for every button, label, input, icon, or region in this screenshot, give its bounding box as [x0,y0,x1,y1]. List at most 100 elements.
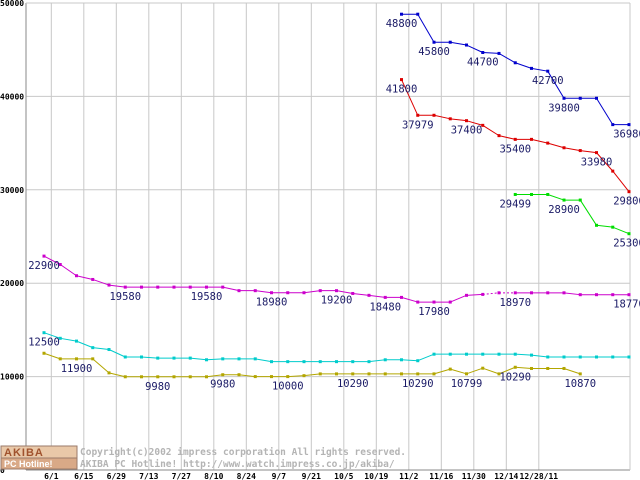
series-3-point [448,300,452,304]
series-3-point [383,295,387,299]
series-5-point [481,366,485,370]
series-3-point [351,291,355,295]
series-0-segment [498,53,516,64]
series-5-segment [498,366,516,375]
series-5-segment [450,368,467,375]
series-5-point [221,373,225,377]
series-4-segment [141,356,158,359]
series-5-point [123,375,127,379]
series-3-segment [401,296,418,303]
x-tick-label: 6/1 [44,472,59,480]
series-5-point [172,375,176,379]
series-3-segment [43,255,61,265]
data-label: 25300 [613,238,640,250]
series-3-point [546,291,550,295]
series-3-point [221,285,225,289]
series-3-segment [336,290,353,294]
series-4-segment [515,353,532,356]
series-4-segment [531,354,548,358]
series-1-segment [433,114,451,120]
series-5-segment [206,374,223,378]
series-2-point [546,192,550,196]
series-3-point [465,293,468,297]
series-3-point [188,285,192,289]
series-3-point [140,285,143,289]
x-tick-label: 9/21 [302,472,321,480]
series-4-point [42,331,46,335]
series-4-point [432,352,436,356]
series-3-point [497,291,501,295]
series-0-segment [450,41,467,46]
data-label: 29499 [499,198,531,210]
series-4-point [335,360,338,364]
data-label: 9980 [145,381,170,393]
grid-lines [26,2,630,471]
series-0-point [448,40,452,44]
series-3-point [318,289,322,293]
series-4-point [351,360,355,364]
series-5-segment [43,352,61,360]
series-4-point [481,352,485,356]
x-tick-label: 12/28/11 [520,472,559,480]
series-0-point [497,51,501,55]
series-5-point [205,375,208,379]
series-4-segment [76,340,93,349]
series-3-point [123,285,127,289]
series-3-point [75,274,78,278]
x-tick-label: 12/14 [494,472,518,480]
series-3-segment [76,275,93,280]
x-tick-label: 11/2 [399,472,418,480]
series-4-point [140,355,143,359]
series-4-point [530,353,533,357]
series-3-point [58,263,62,267]
series-4-point [318,360,322,364]
series-1-point [562,146,566,150]
series-1-point [448,117,452,121]
series-4-point [221,357,225,361]
series-5-segment [515,366,532,369]
series-3-point [400,295,403,299]
series-1-point [530,137,533,141]
x-tick-label: 11/16 [429,472,453,480]
series-3-point [253,289,257,293]
series-4-point [497,352,501,356]
series-2-segment [547,194,565,201]
series-4-segment [108,349,126,358]
data-label: 41800 [386,84,418,96]
series-5-segment [303,373,321,377]
axes [25,2,631,471]
series-0-point [611,123,615,127]
series-1-segment [612,170,630,192]
series-0-point [400,12,403,16]
series-4-point [156,356,160,360]
series-0-point [595,96,598,100]
series-2-segment [612,226,630,235]
series-4-segment [206,358,223,361]
series-3-point [481,292,485,296]
series-3-point [627,293,631,297]
series-0-segment [515,62,532,69]
series-4-point [172,356,176,360]
data-label: 9980 [210,379,235,391]
x-tick-label: 8/10 [204,472,223,480]
series-5-point [237,373,241,377]
series-5-point [188,375,192,379]
series-0-segment [531,67,548,72]
copyright-line-1: Copyright(c)2002 impress corporation All… [80,447,406,458]
series-1-point [497,134,501,138]
series-4-point [286,360,290,364]
series-4-point [302,360,306,364]
x-tick-label: 7/27 [172,472,191,480]
series-3-point [286,291,290,295]
x-tick-label: 10/5 [334,472,353,480]
series-4-point [123,355,127,359]
series-5-point [383,372,387,376]
series-2-point [513,192,517,196]
series-3-point [172,285,176,289]
x-tick-labels: 6/1 6/15 6/29 7/13 7/27 8/10 8/24 9/7 9/21 10/5 10… [44,472,558,480]
series-0-point [578,96,582,100]
series-2-point [627,232,631,236]
series-4-point [253,357,257,361]
series-2-segment [596,224,613,228]
